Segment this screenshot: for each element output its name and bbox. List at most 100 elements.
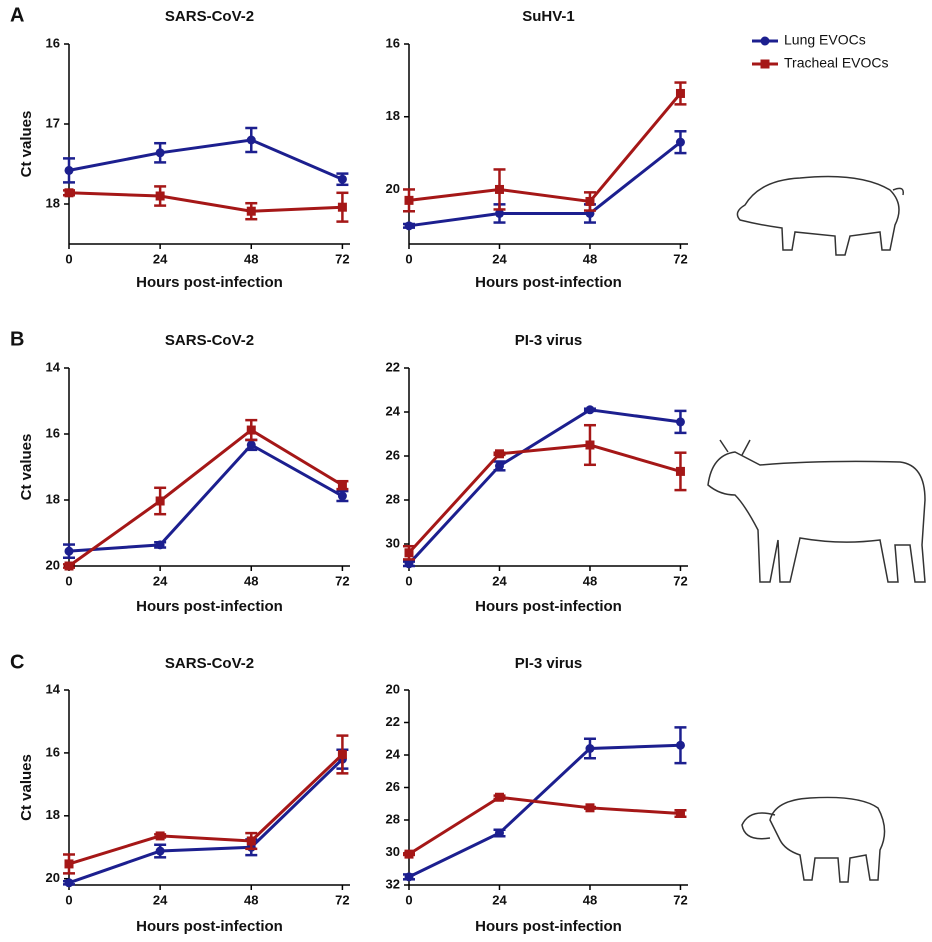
data-point (405, 221, 414, 230)
x-tick-label: 0 (65, 573, 72, 588)
data-point (585, 197, 594, 206)
y-tick-label: 14 (46, 681, 61, 696)
series-line (69, 140, 342, 179)
series-line (409, 142, 680, 226)
x-tick-label: 24 (153, 573, 168, 588)
y-tick-label: 16 (386, 35, 400, 50)
x-axis-label: Hours post-infection (475, 598, 622, 615)
figure: ABCSARS-CoV-2Hours post-infectionCt valu… (0, 0, 932, 942)
y-tick-label: 20 (46, 870, 60, 885)
data-point (65, 562, 74, 571)
x-axis-label: Hours post-infection (136, 274, 283, 291)
y-tick-label: 30 (386, 844, 400, 859)
x-tick-label: 24 (492, 892, 507, 907)
chart-title: SARS-CoV-2 (165, 8, 254, 25)
y-axis-label: Ct values (18, 434, 35, 501)
data-point (338, 750, 347, 759)
chart-title: SARS-CoV-2 (165, 655, 254, 672)
y-tick-label: 22 (386, 714, 400, 729)
data-point (156, 847, 165, 856)
y-tick-label: 18 (386, 108, 400, 123)
data-point (495, 829, 504, 838)
y-tick-label: 22 (386, 359, 400, 374)
x-tick-label: 0 (405, 251, 412, 266)
y-tick-label: 16 (46, 744, 60, 759)
chart-title: PI-3 virus (515, 332, 583, 349)
data-point (405, 850, 414, 859)
data-point (247, 440, 256, 449)
data-point (676, 467, 685, 476)
x-tick-label: 48 (244, 892, 258, 907)
data-point (65, 878, 74, 887)
y-tick-label: 30 (386, 535, 400, 550)
x-tick-label: 72 (335, 573, 349, 588)
data-point (585, 744, 594, 753)
y-tick-label: 20 (386, 681, 400, 696)
series-line (69, 193, 342, 211)
x-axis-label: Hours post-infection (136, 598, 283, 615)
data-point (405, 196, 414, 205)
data-point (156, 831, 165, 840)
data-point (585, 803, 594, 812)
data-point (247, 136, 256, 145)
series-line (409, 93, 680, 201)
series-line (409, 445, 680, 553)
series-line (69, 430, 342, 566)
y-tick-label: 20 (386, 181, 400, 196)
x-tick-label: 48 (244, 251, 258, 266)
data-point (65, 547, 74, 556)
x-tick-label: 24 (153, 251, 168, 266)
data-point (405, 872, 414, 881)
y-tick-label: 16 (46, 425, 60, 440)
y-tick-label: 18 (46, 491, 60, 506)
data-point (405, 548, 414, 557)
y-tick-label: 14 (46, 359, 61, 374)
y-tick-label: 20 (46, 557, 60, 572)
series-line (409, 410, 680, 564)
x-tick-label: 48 (583, 892, 597, 907)
y-tick-label: 26 (386, 779, 400, 794)
data-point (156, 192, 165, 201)
x-tick-label: 0 (65, 251, 72, 266)
data-point (676, 741, 685, 750)
chart-title: SARS-CoV-2 (165, 332, 254, 349)
data-point (338, 481, 347, 490)
data-point (247, 426, 256, 435)
y-tick-label: 26 (386, 447, 400, 462)
pig-illustration (737, 177, 903, 256)
x-tick-label: 48 (583, 573, 597, 588)
chart-title: SuHV-1 (522, 8, 575, 25)
x-tick-label: 72 (673, 573, 687, 588)
x-axis-label: Hours post-infection (136, 918, 283, 935)
data-point (676, 417, 685, 426)
x-tick-label: 0 (65, 892, 72, 907)
sheep-illustration (742, 797, 885, 882)
data-point (676, 138, 685, 147)
data-point (495, 793, 504, 802)
chart-title: PI-3 virus (515, 655, 583, 672)
y-tick-label: 28 (386, 811, 400, 826)
x-tick-label: 24 (492, 251, 507, 266)
panel-label: C (10, 651, 24, 673)
legend-label: Lung EVOCs (784, 32, 866, 48)
x-tick-label: 72 (673, 892, 687, 907)
x-tick-label: 72 (673, 251, 687, 266)
data-point (676, 809, 685, 818)
data-point (495, 461, 504, 470)
data-point (65, 859, 74, 868)
data-point (338, 492, 347, 501)
x-axis-label: Hours post-infection (475, 274, 622, 291)
y-tick-label: 17 (46, 115, 60, 130)
data-point (585, 441, 594, 450)
data-point (156, 496, 165, 505)
cow-illustration (708, 440, 925, 582)
series-line (69, 754, 342, 863)
x-tick-label: 48 (244, 573, 258, 588)
data-point (247, 207, 256, 216)
data-point (156, 148, 165, 157)
data-point (495, 185, 504, 194)
x-axis-label: Hours post-infection (475, 918, 622, 935)
legend-marker (761, 37, 770, 46)
x-tick-label: 72 (335, 892, 349, 907)
x-tick-label: 48 (583, 251, 597, 266)
